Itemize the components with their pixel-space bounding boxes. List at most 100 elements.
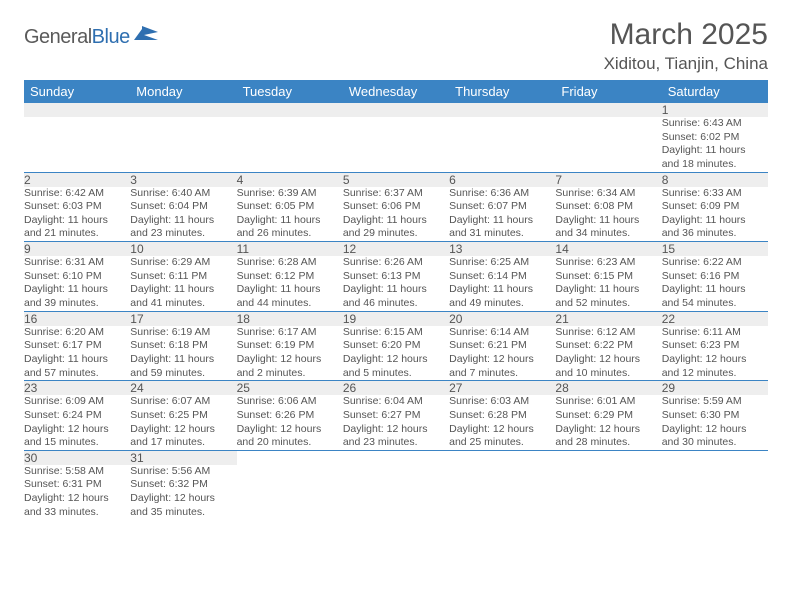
daynum-row: 23242526272829	[24, 381, 768, 396]
logo: GeneralBlue	[24, 26, 160, 49]
day-number-cell: 8	[662, 172, 768, 187]
day-number-cell: 25	[237, 381, 343, 396]
sunset-text: Sunset: 6:22 PM	[555, 339, 661, 353]
day-number-cell	[662, 450, 768, 465]
day-detail-cell	[24, 117, 130, 172]
day-number-cell: 14	[555, 242, 661, 257]
daylight-text: Daylight: 12 hours	[130, 492, 236, 506]
daylight-text: Daylight: 12 hours	[449, 353, 555, 367]
detail-row: Sunrise: 6:20 AMSunset: 6:17 PMDaylight:…	[24, 326, 768, 381]
sunset-text: Sunset: 6:27 PM	[343, 409, 449, 423]
day-detail-cell: Sunrise: 6:12 AMSunset: 6:22 PMDaylight:…	[555, 326, 661, 381]
daynum-row: 1	[24, 103, 768, 117]
daylight-text: Daylight: 12 hours	[343, 353, 449, 367]
daylight-text: and 46 minutes.	[343, 297, 449, 311]
day-detail-cell: Sunrise: 6:25 AMSunset: 6:14 PMDaylight:…	[449, 256, 555, 311]
sunrise-text: Sunrise: 6:43 AM	[662, 117, 768, 131]
title-block: March 2025 Xiditou, Tianjin, China	[604, 18, 768, 74]
sunrise-text: Sunrise: 6:29 AM	[130, 256, 236, 270]
day-number-cell: 22	[662, 311, 768, 326]
day-detail-cell	[130, 117, 236, 172]
daylight-text: and 39 minutes.	[24, 297, 130, 311]
day-detail-cell: Sunrise: 6:39 AMSunset: 6:05 PMDaylight:…	[237, 187, 343, 242]
daylight-text: Daylight: 12 hours	[662, 353, 768, 367]
sunrise-text: Sunrise: 6:23 AM	[555, 256, 661, 270]
sunset-text: Sunset: 6:18 PM	[130, 339, 236, 353]
weekday-header-row: Sunday Monday Tuesday Wednesday Thursday…	[24, 80, 768, 103]
day-number-cell: 29	[662, 381, 768, 396]
daylight-text: and 7 minutes.	[449, 367, 555, 381]
day-detail-cell: Sunrise: 6:28 AMSunset: 6:12 PMDaylight:…	[237, 256, 343, 311]
daylight-text: and 34 minutes.	[555, 227, 661, 241]
daylight-text: Daylight: 12 hours	[24, 423, 130, 437]
sunrise-text: Sunrise: 6:06 AM	[237, 395, 343, 409]
day-detail-cell	[343, 117, 449, 172]
daylight-text: and 29 minutes.	[343, 227, 449, 241]
daylight-text: Daylight: 11 hours	[449, 214, 555, 228]
day-detail-cell: Sunrise: 6:06 AMSunset: 6:26 PMDaylight:…	[237, 395, 343, 450]
day-number-cell: 19	[343, 311, 449, 326]
sunrise-text: Sunrise: 6:11 AM	[662, 326, 768, 340]
daylight-text: Daylight: 11 hours	[130, 283, 236, 297]
day-detail-cell: Sunrise: 6:11 AMSunset: 6:23 PMDaylight:…	[662, 326, 768, 381]
sunset-text: Sunset: 6:23 PM	[662, 339, 768, 353]
daylight-text: Daylight: 11 hours	[24, 214, 130, 228]
day-number-cell: 20	[449, 311, 555, 326]
day-detail-cell: Sunrise: 6:15 AMSunset: 6:20 PMDaylight:…	[343, 326, 449, 381]
day-number-cell: 5	[343, 172, 449, 187]
day-detail-cell: Sunrise: 6:17 AMSunset: 6:19 PMDaylight:…	[237, 326, 343, 381]
day-number-cell: 7	[555, 172, 661, 187]
daylight-text: and 35 minutes.	[130, 506, 236, 520]
daylight-text: and 10 minutes.	[555, 367, 661, 381]
daylight-text: Daylight: 11 hours	[662, 214, 768, 228]
sunrise-text: Sunrise: 6:17 AM	[237, 326, 343, 340]
daylight-text: and 25 minutes.	[449, 436, 555, 450]
day-detail-cell	[662, 465, 768, 520]
daylight-text: and 30 minutes.	[662, 436, 768, 450]
sunset-text: Sunset: 6:14 PM	[449, 270, 555, 284]
daylight-text: and 5 minutes.	[343, 367, 449, 381]
day-number-cell: 30	[24, 450, 130, 465]
daylight-text: Daylight: 12 hours	[449, 423, 555, 437]
day-number-cell	[343, 450, 449, 465]
sunrise-text: Sunrise: 6:04 AM	[343, 395, 449, 409]
daylight-text: and 49 minutes.	[449, 297, 555, 311]
day-detail-cell: Sunrise: 6:23 AMSunset: 6:15 PMDaylight:…	[555, 256, 661, 311]
day-number-cell: 16	[24, 311, 130, 326]
daylight-text: Daylight: 12 hours	[555, 353, 661, 367]
daylight-text: and 52 minutes.	[555, 297, 661, 311]
day-detail-cell: Sunrise: 6:20 AMSunset: 6:17 PMDaylight:…	[24, 326, 130, 381]
sunset-text: Sunset: 6:31 PM	[24, 478, 130, 492]
sunrise-text: Sunrise: 6:36 AM	[449, 187, 555, 201]
daylight-text: and 36 minutes.	[662, 227, 768, 241]
weekday-header: Wednesday	[343, 80, 449, 103]
sunset-text: Sunset: 6:07 PM	[449, 200, 555, 214]
daylight-text: and 28 minutes.	[555, 436, 661, 450]
sunrise-text: Sunrise: 6:28 AM	[237, 256, 343, 270]
sunrise-text: Sunrise: 6:20 AM	[24, 326, 130, 340]
day-number-cell: 11	[237, 242, 343, 257]
daylight-text: Daylight: 11 hours	[24, 353, 130, 367]
sunset-text: Sunset: 6:32 PM	[130, 478, 236, 492]
day-number-cell	[237, 103, 343, 117]
day-number-cell: 17	[130, 311, 236, 326]
day-number-cell: 2	[24, 172, 130, 187]
sunset-text: Sunset: 6:12 PM	[237, 270, 343, 284]
sunset-text: Sunset: 6:10 PM	[24, 270, 130, 284]
sunset-text: Sunset: 6:19 PM	[237, 339, 343, 353]
detail-row: Sunrise: 6:09 AMSunset: 6:24 PMDaylight:…	[24, 395, 768, 450]
weekday-header: Sunday	[24, 80, 130, 103]
day-detail-cell: Sunrise: 6:26 AMSunset: 6:13 PMDaylight:…	[343, 256, 449, 311]
day-number-cell: 24	[130, 381, 236, 396]
day-detail-cell	[449, 117, 555, 172]
day-detail-cell: Sunrise: 5:59 AMSunset: 6:30 PMDaylight:…	[662, 395, 768, 450]
sunset-text: Sunset: 6:21 PM	[449, 339, 555, 353]
daylight-text: Daylight: 12 hours	[237, 423, 343, 437]
sunrise-text: Sunrise: 6:09 AM	[24, 395, 130, 409]
sunrise-text: Sunrise: 5:56 AM	[130, 465, 236, 479]
day-number-cell: 13	[449, 242, 555, 257]
sunrise-text: Sunrise: 5:59 AM	[662, 395, 768, 409]
sunset-text: Sunset: 6:05 PM	[237, 200, 343, 214]
day-detail-cell: Sunrise: 6:07 AMSunset: 6:25 PMDaylight:…	[130, 395, 236, 450]
day-detail-cell: Sunrise: 6:09 AMSunset: 6:24 PMDaylight:…	[24, 395, 130, 450]
